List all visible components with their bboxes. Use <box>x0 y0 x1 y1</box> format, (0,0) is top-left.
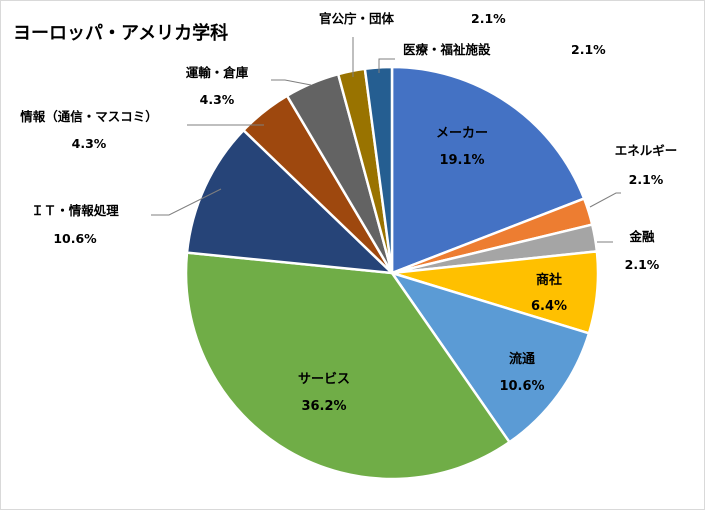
slice-label-value-6: 36.2% <box>301 399 346 414</box>
slice-label-value-8: 4.3% <box>72 136 107 151</box>
slice-label-value-5: 10.6% <box>499 379 544 394</box>
leader-line-11 <box>378 58 395 73</box>
slice-label-name-7: ＩＴ・情報処理 <box>31 203 119 218</box>
slice-label-name-11: 医療・福祉施設 <box>403 42 491 57</box>
slice-label-value-2: 2.1% <box>629 172 664 187</box>
leader-line-2 <box>589 192 621 208</box>
slice-label-name-2: エネルギー <box>615 143 678 158</box>
slice-label-name-5: 流通 <box>509 351 535 367</box>
leader-line-7 <box>151 188 222 216</box>
pie-slice-7 <box>185 128 394 275</box>
leader-line-9 <box>271 79 312 86</box>
slice-label-name-8: 情報（通信・マスコミ） <box>20 109 158 124</box>
pie-slice-5 <box>390 271 591 444</box>
pie-slice-11 <box>363 65 394 275</box>
pie-slice-6 <box>184 251 511 481</box>
slice-label-name-9: 運輸・倉庫 <box>186 65 249 80</box>
slice-label-value-3: 2.1% <box>625 257 660 272</box>
slice-label-name-10: 官公庁・団体 <box>319 11 395 26</box>
slice-label-value-7: 10.6% <box>53 231 97 246</box>
slice-label-value-4: 6.4% <box>531 299 567 314</box>
pie-slice-1 <box>390 65 586 275</box>
slice-label-value-9: 4.3% <box>200 92 235 107</box>
slice-label-value-1: 19.1% <box>439 153 484 168</box>
chart-title: ヨーロッパ・アメリカ学科 <box>13 23 229 44</box>
slice-label-name-4: 商社 <box>536 272 562 288</box>
slice-label-value-11: 2.1% <box>571 42 606 57</box>
slice-label-value-10: 2.1% <box>471 11 506 26</box>
slice-label-name-3: 金融 <box>628 229 655 244</box>
slice-label-name-1: メーカー <box>436 126 488 141</box>
slice-label-name-6: サービス <box>298 371 350 387</box>
